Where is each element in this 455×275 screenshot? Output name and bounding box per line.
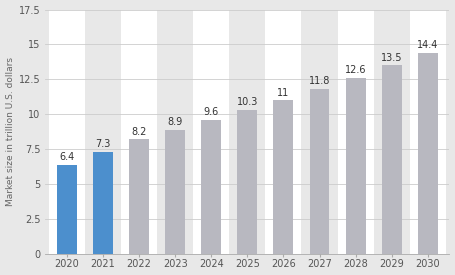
Bar [229, 10, 265, 254]
Bar [201, 120, 221, 254]
Text: 14.4: 14.4 [417, 40, 439, 50]
Bar [374, 10, 410, 254]
Bar [346, 78, 365, 254]
Bar [338, 10, 374, 254]
Bar [418, 53, 438, 254]
Text: 6.4: 6.4 [59, 152, 75, 162]
Text: 7.3: 7.3 [95, 139, 111, 149]
Bar [129, 139, 149, 254]
Bar [165, 130, 185, 254]
Bar [382, 65, 402, 254]
Text: 9.6: 9.6 [203, 107, 219, 117]
Text: 8.2: 8.2 [131, 126, 147, 137]
Bar [193, 10, 229, 254]
Bar [49, 10, 85, 254]
Bar [273, 100, 293, 254]
Bar [309, 89, 329, 254]
Bar [93, 152, 113, 254]
Text: 10.3: 10.3 [237, 97, 258, 107]
Y-axis label: Market size in trillion U.S. dollars: Market size in trillion U.S. dollars [5, 57, 15, 206]
Bar [121, 10, 157, 254]
Bar [157, 10, 193, 254]
Text: 13.5: 13.5 [381, 53, 402, 63]
Text: 11: 11 [277, 87, 289, 98]
Text: 8.9: 8.9 [167, 117, 183, 127]
Text: 11.8: 11.8 [309, 76, 330, 86]
Bar [238, 110, 257, 254]
Text: 12.6: 12.6 [345, 65, 366, 75]
Bar [85, 10, 121, 254]
Bar [302, 10, 338, 254]
Bar [57, 164, 77, 254]
Bar [265, 10, 302, 254]
Bar [410, 10, 446, 254]
